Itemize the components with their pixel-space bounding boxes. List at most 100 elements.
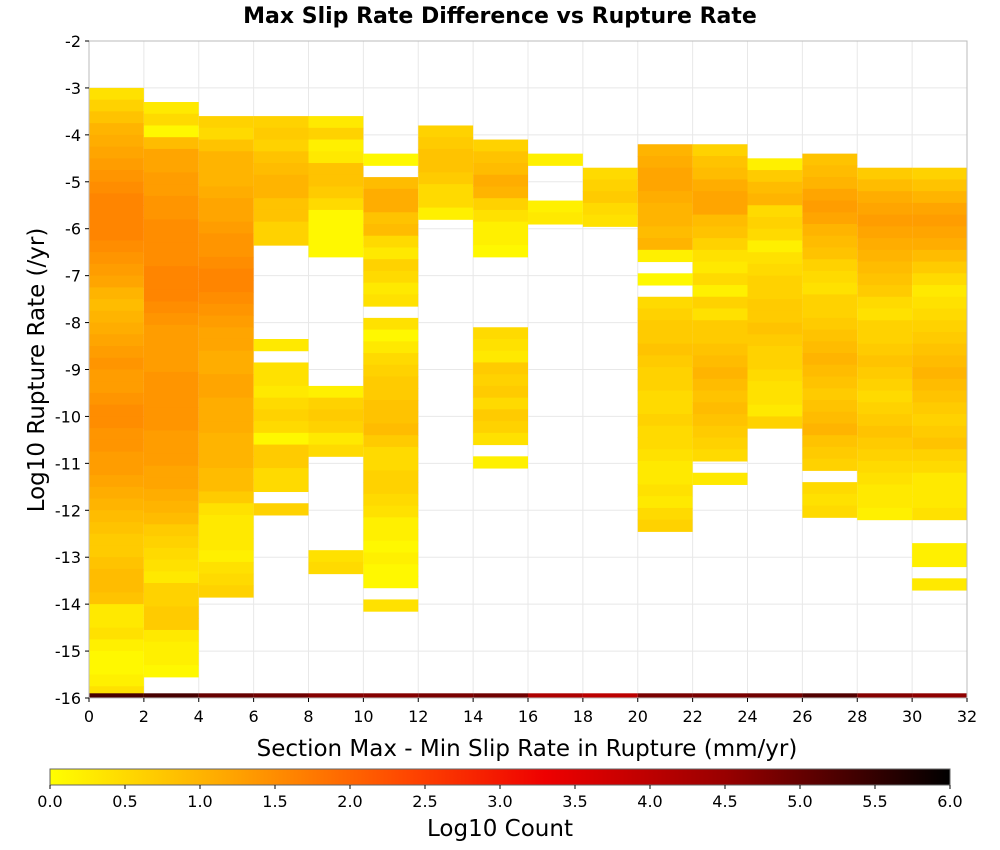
heatmap-cell [857, 472, 913, 485]
heatmap-cell [637, 179, 693, 192]
heatmap-cell [143, 301, 199, 314]
heatmap-cell [857, 484, 913, 497]
heatmap-cell [418, 172, 474, 185]
heatmap-cell [89, 651, 144, 664]
heatmap-cell [198, 315, 254, 328]
heatmap-cell [143, 360, 199, 373]
heatmap-cell-bottom [418, 693, 474, 698]
heatmap-cell [802, 235, 858, 248]
heatmap-cell [89, 475, 144, 488]
heatmap-cell [692, 167, 748, 180]
x-tick-label: 24 [737, 707, 757, 726]
heatmap-cell [89, 146, 144, 159]
heatmap-cell [308, 561, 364, 575]
heatmap-cell [802, 435, 858, 448]
heatmap-cell [253, 209, 309, 223]
x-tick-label: 12 [408, 707, 428, 726]
heatmap-cell [308, 151, 364, 164]
heatmap-cell [747, 216, 803, 230]
heatmap-cell [143, 184, 199, 197]
heatmap-cell [802, 177, 858, 190]
heatmap-cell [143, 113, 199, 126]
heatmap-cell [857, 414, 913, 427]
heatmap-cell-bottom [473, 693, 528, 698]
heatmap-cell [89, 158, 144, 171]
heatmap-cell [143, 594, 199, 607]
heatmap-cell [912, 496, 967, 509]
heatmap-cell [89, 369, 144, 382]
heatmap-cell [89, 322, 144, 335]
y-tick-label: -6 [65, 220, 81, 239]
heatmap-cell [89, 510, 144, 523]
heatmap-cell [198, 385, 254, 399]
colorbar-tick-label: 0.0 [37, 792, 62, 811]
heatmap-cell [89, 451, 144, 464]
heatmap-cell [143, 172, 199, 185]
heatmap-cell [912, 461, 967, 474]
y-tick-label: -7 [65, 267, 81, 286]
heatmap-cell [857, 308, 913, 321]
heatmap-cell [637, 414, 693, 427]
heatmap-cell [253, 186, 309, 199]
x-tick-label: 6 [249, 707, 259, 726]
colorbar [49, 768, 951, 786]
heatmap-cell [198, 479, 254, 493]
heatmap-cell [637, 331, 693, 345]
heatmap-cell [363, 282, 419, 295]
x-tick-label: 28 [847, 707, 867, 726]
heatmap-cell [89, 275, 144, 288]
heatmap-cell [692, 261, 748, 274]
heatmap-cell [143, 477, 199, 490]
heatmap-cell [473, 456, 528, 469]
heatmap-cell [473, 174, 528, 187]
heatmap-cell [89, 263, 144, 277]
heatmap-cell [637, 249, 693, 263]
heatmap-cell [198, 221, 254, 234]
heatmap-cell [89, 134, 144, 148]
heatmap-cell-bottom [582, 693, 638, 698]
heatmap-cell [802, 153, 858, 166]
heatmap-cell [802, 376, 858, 389]
heatmap-cell [143, 618, 199, 631]
heatmap-cell [363, 482, 419, 495]
colorbar-tick-label: 5.0 [787, 792, 812, 811]
heatmap-cell [857, 343, 913, 356]
heatmap-cell [802, 200, 858, 213]
heatmap-cell [253, 385, 309, 399]
heatmap-cell [473, 209, 528, 223]
heatmap-cell [89, 592, 144, 605]
heatmap-cell [143, 629, 199, 643]
heatmap-cell [747, 404, 803, 417]
heatmap-cell [912, 414, 967, 427]
heatmap-cell [857, 261, 913, 274]
heatmap-cell [692, 296, 748, 309]
heatmap-cell [637, 214, 693, 227]
heatmap-cell [637, 461, 693, 474]
chart-title: Max Slip Rate Difference vs Rupture Rate [243, 4, 757, 29]
x-tick-label: 20 [628, 707, 648, 726]
heatmap-cell [253, 503, 309, 516]
heatmap-cell [198, 456, 254, 469]
heatmap-cell [363, 259, 419, 272]
heatmap-cell [418, 148, 474, 162]
heatmap-cell-bottom [912, 693, 967, 698]
heatmap-cell [308, 127, 364, 141]
heatmap-cell [143, 383, 199, 396]
heatmap-cell [363, 529, 419, 542]
heatmap-cell [637, 308, 693, 321]
heatmap-cell [143, 195, 199, 209]
heatmap-cell [692, 144, 748, 157]
heatmap-cell [802, 224, 858, 237]
heatmap-cell [747, 263, 803, 277]
heatmap-cell [802, 364, 858, 378]
heatmap-cell [143, 336, 199, 349]
heatmap-cell [308, 186, 364, 199]
heatmap-cell [143, 536, 199, 549]
heatmap-cell [473, 186, 528, 199]
heatmap-cell [253, 421, 309, 434]
colorbar-tick-label: 3.5 [562, 792, 587, 811]
heatmap-cell [89, 439, 144, 453]
heatmap-cell [857, 449, 913, 462]
heatmap-cell [308, 397, 364, 410]
heatmap-cell [857, 167, 913, 180]
